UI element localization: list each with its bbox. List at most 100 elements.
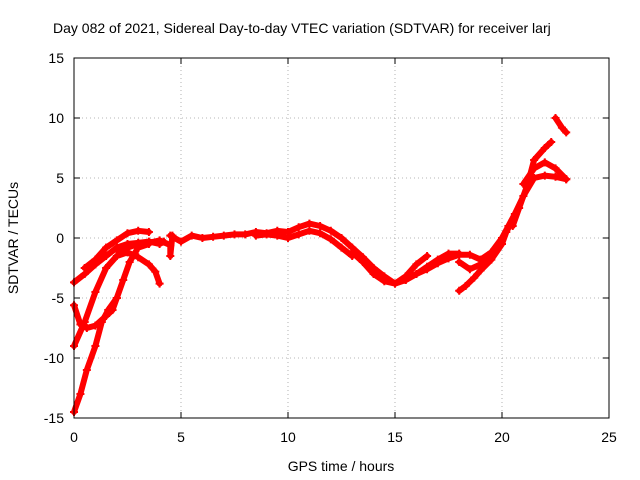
data-point bbox=[177, 237, 185, 246]
data-point bbox=[562, 128, 571, 137]
data-point bbox=[82, 366, 91, 374]
x-tick-label: 0 bbox=[70, 429, 78, 445]
data-point bbox=[455, 249, 464, 258]
data-marks bbox=[70, 114, 571, 416]
chart-title: Day 082 of 2021, Sidereal Day-to-day VTE… bbox=[53, 20, 551, 36]
data-point bbox=[348, 248, 357, 257]
data-point bbox=[134, 253, 143, 262]
data-point bbox=[108, 306, 117, 314]
data-point bbox=[551, 172, 560, 181]
data-point bbox=[209, 232, 218, 241]
data-point bbox=[251, 231, 260, 240]
y-tick-label: -5 bbox=[52, 290, 65, 306]
series-track bbox=[552, 115, 570, 136]
data-point bbox=[358, 258, 367, 266]
data-point bbox=[391, 279, 399, 288]
data-point bbox=[198, 234, 207, 242]
data-point bbox=[144, 260, 153, 269]
y-axis-label: SDTVAR / TECUs bbox=[5, 182, 21, 294]
data-point bbox=[433, 255, 442, 264]
data-point bbox=[294, 223, 303, 232]
data-point bbox=[423, 262, 432, 271]
x-tick-label: 15 bbox=[387, 429, 403, 445]
data-point bbox=[562, 175, 571, 184]
x-tick-label: 20 bbox=[494, 429, 510, 445]
data-point bbox=[316, 222, 325, 230]
data-point bbox=[540, 158, 549, 167]
data-point bbox=[80, 318, 89, 326]
data-point bbox=[530, 164, 539, 173]
data-point bbox=[557, 123, 566, 132]
data-point bbox=[123, 243, 132, 252]
data-point bbox=[305, 226, 314, 235]
data-point bbox=[476, 260, 485, 269]
data-point bbox=[284, 234, 292, 242]
data-point bbox=[502, 228, 511, 236]
data-point bbox=[91, 255, 100, 264]
y-tick-label: 15 bbox=[48, 50, 64, 66]
data-point bbox=[316, 229, 325, 238]
data-point bbox=[230, 230, 239, 239]
data-point bbox=[80, 264, 89, 272]
data-point bbox=[530, 156, 539, 164]
data-point bbox=[119, 276, 128, 284]
data-point bbox=[144, 238, 153, 247]
data-point bbox=[369, 270, 378, 278]
series-track bbox=[349, 249, 431, 287]
series-track bbox=[252, 227, 356, 259]
data-point bbox=[412, 270, 421, 278]
data-point bbox=[470, 273, 479, 282]
data-point bbox=[423, 252, 432, 260]
data-point bbox=[455, 258, 464, 266]
y-tick-label: -15 bbox=[44, 410, 64, 426]
data-point bbox=[493, 243, 502, 252]
data-point bbox=[76, 390, 85, 398]
data-point bbox=[461, 282, 470, 290]
y-tick-label: 10 bbox=[48, 110, 64, 126]
data-point bbox=[294, 230, 303, 239]
data-point bbox=[401, 276, 410, 284]
data-point bbox=[380, 277, 389, 286]
data-point bbox=[112, 236, 121, 245]
data-point bbox=[102, 243, 111, 252]
data-point bbox=[155, 279, 164, 288]
data-point bbox=[125, 258, 134, 266]
data-point bbox=[91, 321, 100, 330]
data-point bbox=[144, 228, 153, 236]
data-point bbox=[515, 204, 524, 212]
data-point bbox=[498, 240, 506, 248]
data-point bbox=[337, 234, 346, 242]
data-point bbox=[155, 236, 164, 245]
y-tick-label: -10 bbox=[44, 350, 64, 366]
data-point bbox=[273, 231, 282, 240]
x-tick-label: 5 bbox=[177, 429, 185, 445]
data-point bbox=[102, 252, 111, 260]
data-point bbox=[551, 114, 560, 122]
x-tick-label: 10 bbox=[280, 429, 296, 445]
data-point bbox=[134, 240, 143, 248]
data-point bbox=[547, 138, 556, 146]
data-point bbox=[540, 171, 549, 180]
data-point bbox=[102, 264, 111, 272]
data-point bbox=[166, 252, 175, 260]
data-point bbox=[91, 288, 100, 296]
data-point bbox=[326, 226, 335, 235]
data-point bbox=[134, 226, 143, 235]
data-point bbox=[465, 265, 474, 274]
data-point bbox=[262, 230, 271, 239]
data-point bbox=[444, 249, 453, 258]
data-point bbox=[123, 229, 132, 238]
data-point bbox=[305, 219, 314, 228]
data-point bbox=[326, 235, 335, 244]
x-tick-label: 25 bbox=[601, 429, 617, 445]
data-point bbox=[112, 294, 121, 302]
y-tick-label: 0 bbox=[56, 230, 64, 246]
data-point bbox=[508, 222, 517, 230]
y-tick-label: 5 bbox=[56, 170, 64, 186]
data-point bbox=[91, 342, 100, 350]
data-point bbox=[519, 180, 528, 188]
data-point bbox=[102, 312, 111, 320]
data-point bbox=[455, 286, 464, 295]
axis-ticks: 0 5 10 15 20 25 -15 -10 -5 0 5 10 15 bbox=[44, 50, 617, 445]
